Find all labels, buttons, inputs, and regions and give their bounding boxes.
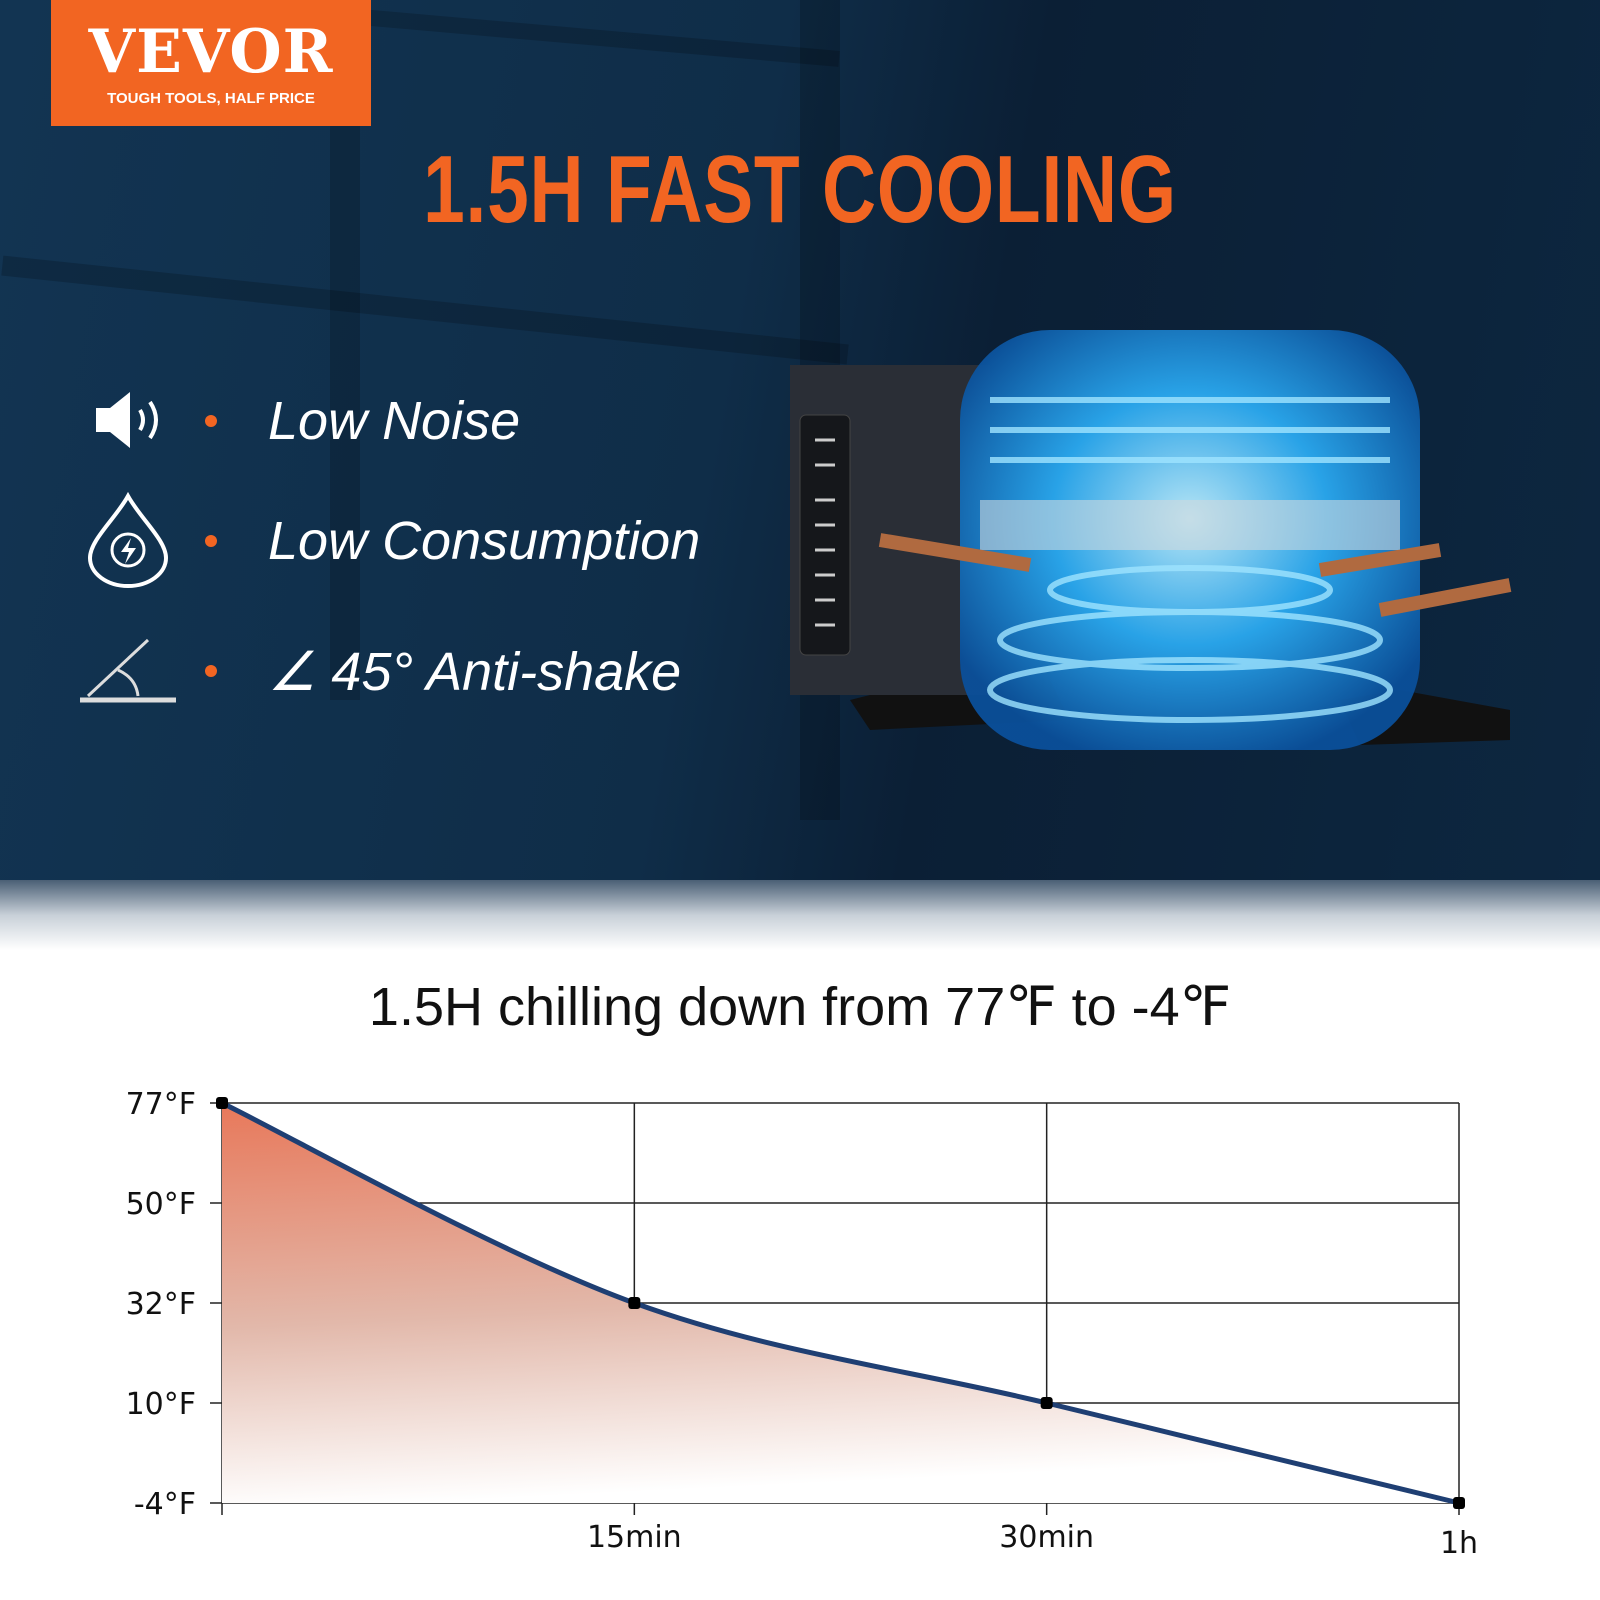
hero-banner: VEVOR TOUGH TOOLS, HALF PRICE 1.5H FAST … bbox=[0, 0, 1600, 885]
feature-label: ∠ 45° Anti-shake bbox=[268, 642, 682, 702]
feature-low-noise: Low Noise bbox=[0, 380, 800, 460]
feature-low-consumption: Low Consumption bbox=[0, 491, 800, 588]
y-tick-label: 32°F bbox=[126, 1287, 196, 1322]
cooling-chart: 77°F 50°F 32°F 10°F -4°F 15min 30min 1h bbox=[126, 1087, 1478, 1561]
series-line bbox=[220, 1100, 1460, 1506]
logo-brand: VEVOR bbox=[88, 17, 334, 87]
headline: 1.5H FAST COOLING bbox=[423, 136, 1177, 243]
y-tick-label: 10°F bbox=[126, 1387, 196, 1422]
logo-tagline: TOUGH TOOLS, HALF PRICE bbox=[107, 90, 315, 107]
y-tick-label: 50°F bbox=[126, 1187, 196, 1222]
data-point bbox=[1040, 1397, 1053, 1409]
x-tick-label: 30min bbox=[999, 1520, 1094, 1555]
feature-label: Low Noise bbox=[268, 391, 521, 451]
speaker-icon bbox=[96, 392, 158, 448]
angle-icon bbox=[80, 638, 176, 703]
energy-drop-icon bbox=[87, 491, 169, 588]
data-point bbox=[628, 1297, 641, 1309]
data-point bbox=[1453, 1497, 1465, 1509]
compressor-image bbox=[790, 330, 1512, 750]
section-divider bbox=[0, 880, 1600, 950]
data-point bbox=[216, 1097, 228, 1109]
bullet bbox=[205, 415, 217, 427]
feature-anti-shake: ∠ 45° Anti-shake bbox=[0, 630, 800, 710]
vevor-logo: VEVOR TOUGH TOOLS, HALF PRICE bbox=[51, 0, 371, 126]
area-fill bbox=[222, 1103, 1459, 1503]
y-tick-label: 77°F bbox=[126, 1087, 196, 1122]
bullet bbox=[205, 535, 217, 547]
x-tick-label: 15min bbox=[587, 1520, 682, 1555]
y-tick-label: -4°F bbox=[134, 1487, 196, 1522]
feature-label: Low Consumption bbox=[268, 511, 701, 571]
x-tick-label: 1h bbox=[1440, 1526, 1478, 1561]
bullet bbox=[205, 665, 217, 677]
chart-title: 1.5H chilling down from 77℉ to -4℉ bbox=[368, 977, 1232, 1037]
